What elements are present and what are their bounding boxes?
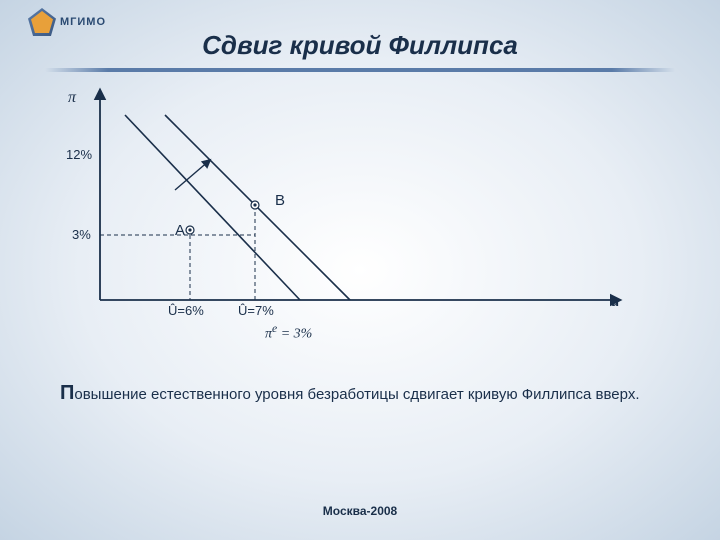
svg-text:A: A xyxy=(175,222,185,239)
body-firstcap: П xyxy=(60,382,74,404)
svg-text:B: B xyxy=(275,192,285,209)
svg-text:3%: 3% xyxy=(72,227,91,242)
footer: Москва-2008 xyxy=(0,504,720,518)
svg-text:12%: 12% xyxy=(66,147,92,162)
svg-text:u: u xyxy=(610,293,619,310)
phillips-chart: π u 12% 3% A B Û=6% Û=7% xyxy=(60,80,640,330)
svg-text:Û=6%: Û=6% xyxy=(168,303,204,318)
body-rest: овышение естественного уровня безработиц… xyxy=(74,386,639,403)
logo-text: МГИМО xyxy=(60,16,106,28)
svg-text:Û=7%: Û=7% xyxy=(238,303,274,318)
formula: πe = 3% xyxy=(265,322,312,343)
body-text: Повышение естественного уровня безработи… xyxy=(60,380,670,407)
page-title: Сдвиг кривой Филлипса xyxy=(0,30,720,61)
title-underline xyxy=(45,68,675,72)
svg-text:π: π xyxy=(68,89,77,106)
